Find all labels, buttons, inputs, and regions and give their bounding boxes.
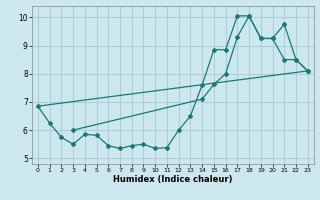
X-axis label: Humidex (Indice chaleur): Humidex (Indice chaleur) [113, 175, 233, 184]
